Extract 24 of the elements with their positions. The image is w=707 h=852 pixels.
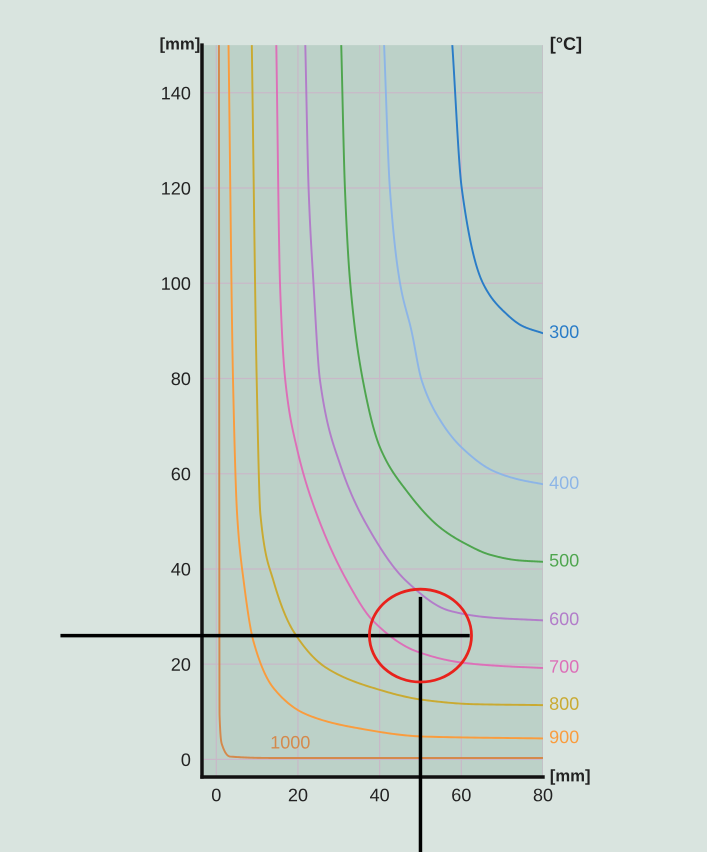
- x-tick-label: 0: [212, 788, 221, 802]
- series-label: 300: [550, 325, 579, 338]
- x-tick-label: 40: [370, 788, 389, 802]
- y-tick-label: 0: [182, 753, 190, 766]
- text: [°C]: [550, 36, 582, 54]
- series-label: 900: [550, 730, 579, 744]
- x-tick-label: 60: [452, 788, 471, 802]
- y-tick-label: 20: [172, 658, 190, 671]
- series-label: 800: [550, 697, 579, 710]
- x-axis-title: [mm]: [550, 769, 590, 785]
- y-tick-label: 120: [162, 182, 190, 195]
- series-label: 400: [550, 476, 579, 490]
- y-axis-title: [mm]: [160, 37, 200, 53]
- series-label: 500: [550, 554, 579, 567]
- series-label: 1000: [272, 736, 310, 749]
- y-tick-label: 40: [171, 562, 190, 576]
- y-tick-label: 140: [162, 86, 190, 100]
- series-label: 700: [550, 660, 579, 673]
- y-tick-label: 80: [172, 372, 190, 386]
- y-tick-label: 60: [172, 468, 190, 480]
- series-label: 600: [550, 612, 579, 626]
- x-tick-label: 20: [288, 788, 308, 802]
- y-tick-label: 100: [162, 277, 190, 290]
- x-tick-label: 80: [534, 788, 552, 802]
